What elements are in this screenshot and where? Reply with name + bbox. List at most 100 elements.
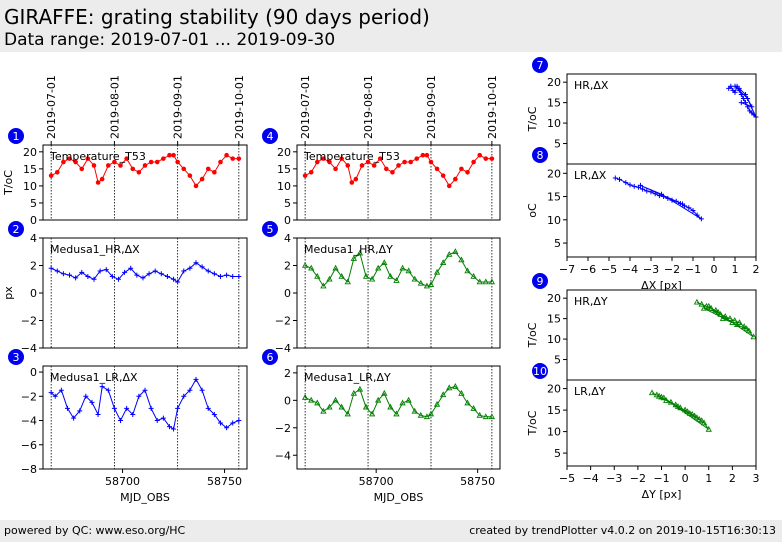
data-point xyxy=(130,166,136,172)
data-point xyxy=(434,166,440,172)
panel-badge xyxy=(532,363,548,379)
y-tick-label: 20 xyxy=(547,76,561,89)
data-point xyxy=(124,405,130,411)
y-tick-label: 5 xyxy=(284,197,291,210)
data-point xyxy=(659,191,664,197)
x-axis-label: MJD_OBS xyxy=(374,491,424,504)
y-tick-label: 2 xyxy=(284,367,291,380)
y-axis-label: T/oC xyxy=(526,322,539,348)
series-line-2 xyxy=(50,262,239,283)
x-tick-label: −6 xyxy=(580,263,596,276)
data-point xyxy=(112,159,117,165)
data-point xyxy=(314,399,321,406)
data-point xyxy=(368,410,376,417)
data-point xyxy=(417,411,424,418)
x-tick-label: −7 xyxy=(559,263,575,276)
data-point xyxy=(750,333,757,340)
data-point xyxy=(338,272,345,279)
data-point xyxy=(175,279,181,285)
y-tick-label: 5 xyxy=(554,447,561,460)
data-point xyxy=(333,166,338,172)
data-point xyxy=(420,152,426,158)
panel-6: −4 −2 0 2 58700 58750 Medusa1_LR,ΔY MJD_OBS 6 xyxy=(262,349,501,504)
data-point xyxy=(482,413,489,420)
data-point xyxy=(308,396,315,403)
data-point xyxy=(745,104,751,110)
data-point xyxy=(160,415,166,421)
y-axis-label: px xyxy=(2,286,15,300)
data-point xyxy=(483,156,489,161)
data-point xyxy=(134,272,140,278)
y-tick-label: 20 xyxy=(547,292,561,305)
data-point xyxy=(631,183,637,189)
data-point xyxy=(73,275,79,281)
y-tick-label: 2 xyxy=(284,260,291,273)
data-point xyxy=(79,166,85,172)
data-point xyxy=(471,159,476,165)
data-point xyxy=(230,156,236,161)
data-point xyxy=(736,85,742,91)
y-tick-label: 0 xyxy=(30,366,37,379)
series-line-8 xyxy=(615,177,702,220)
y-tick-label: 4 xyxy=(284,232,291,245)
y-tick-label: 0 xyxy=(30,214,37,227)
data-point xyxy=(477,152,483,158)
data-point xyxy=(344,410,351,417)
y-tick-label: 15 xyxy=(547,404,561,417)
data-point xyxy=(465,169,470,175)
data-point xyxy=(115,276,121,282)
data-point xyxy=(130,411,136,417)
date-tick-label: 2019-09-01 xyxy=(425,75,438,139)
data-point xyxy=(686,205,692,211)
data-point xyxy=(740,96,746,102)
panel-badge xyxy=(532,57,548,73)
x-tick-label: 0 xyxy=(711,263,718,276)
data-point xyxy=(749,104,755,110)
data-point xyxy=(674,403,682,409)
x-tick-label: −1 xyxy=(653,472,669,485)
data-point xyxy=(623,180,629,186)
data-point xyxy=(320,407,327,414)
panel-badge xyxy=(532,147,548,163)
data-point xyxy=(339,156,344,161)
data-point xyxy=(381,389,388,396)
data-point xyxy=(58,387,64,393)
data-point xyxy=(48,173,54,178)
x-tick-label: −5 xyxy=(559,472,575,485)
y-tick-label: −2 xyxy=(275,315,291,328)
panel-5: −4 −2 0 2 4 Medusa1_HR,ΔY 5 xyxy=(262,221,501,355)
data-point xyxy=(302,173,308,178)
data-point xyxy=(743,325,750,332)
panel-label: HR,ΔY xyxy=(574,295,608,308)
data-point xyxy=(187,265,193,271)
data-point xyxy=(452,248,459,254)
data-point xyxy=(315,159,320,165)
footer-left: powered by QC: www.eso.org/HC xyxy=(4,524,186,537)
data-point xyxy=(128,265,134,271)
data-point xyxy=(154,159,160,165)
data-point xyxy=(453,176,458,182)
data-point xyxy=(458,256,465,263)
data-point xyxy=(423,282,431,289)
y-tick-label: −2 xyxy=(21,390,37,403)
panel-badge-number: 7 xyxy=(537,59,544,72)
data-point xyxy=(381,259,388,265)
data-point xyxy=(440,391,447,398)
data-point xyxy=(365,159,371,165)
x-tick-label: 1 xyxy=(705,472,712,485)
data-point xyxy=(681,406,689,413)
panel-badge xyxy=(262,128,278,144)
y-tick-label: 20 xyxy=(277,146,291,159)
data-point xyxy=(405,267,412,274)
data-point xyxy=(83,393,89,399)
data-point xyxy=(427,410,435,417)
panel-label: Temperature_T53 xyxy=(303,150,400,163)
data-point xyxy=(648,189,654,195)
data-point xyxy=(99,176,105,182)
page-subtitle: Data range: 2019-07-01 ... 2019-09-30 xyxy=(4,30,336,50)
panel-badge-number: 10 xyxy=(533,365,547,378)
data-point xyxy=(452,383,459,389)
y-axis-label: T/oC xyxy=(526,106,539,132)
data-point xyxy=(61,159,66,165)
x-axis-label: MJD_OBS xyxy=(120,491,170,504)
